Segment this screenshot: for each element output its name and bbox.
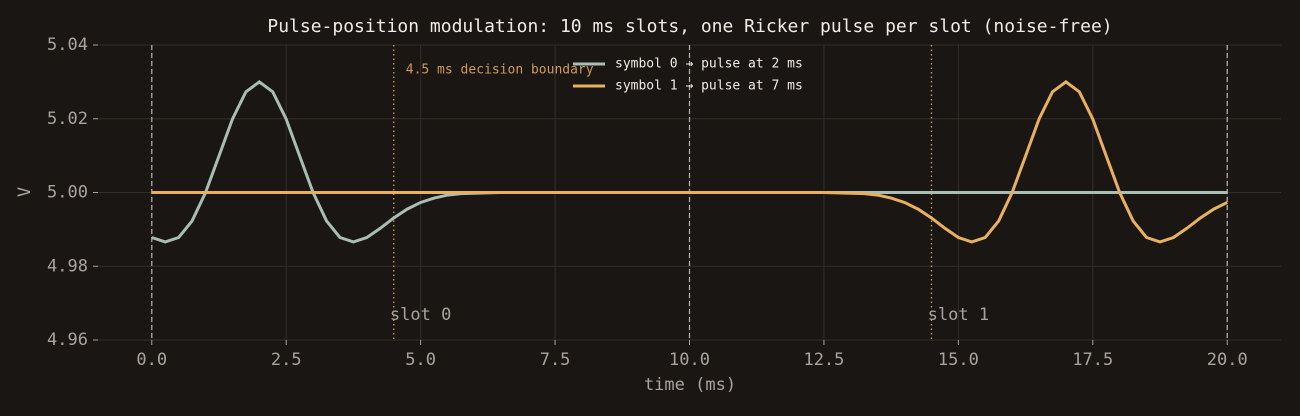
x-axis-label: time (ms) [644, 375, 736, 395]
x-tick-label: 5.0 [405, 350, 436, 370]
y-tick-label: 5.04 [47, 35, 88, 55]
x-tick-label: 0.0 [136, 350, 167, 370]
x-tick-label: 17.5 [1072, 350, 1113, 370]
slot-label: slot 1 [928, 305, 989, 325]
y-axis-label: V [15, 187, 35, 197]
x-tick-label: 20.0 [1207, 350, 1248, 370]
legend-label: symbol 0 → pulse at 2 ms [615, 57, 803, 72]
y-tick-label: 5.02 [47, 109, 88, 129]
y-tick-label: 4.96 [47, 330, 88, 350]
x-tick-label: 12.5 [803, 350, 844, 370]
x-tick-label: 15.0 [938, 350, 979, 370]
series-line [151, 80, 1228, 244]
chart-title: Pulse-position modulation: 10 ms slots, … [267, 16, 1112, 37]
y-tick-label: 5.00 [47, 183, 88, 203]
legend-label: symbol 1 → pulse at 7 ms [615, 79, 803, 94]
slot-label: slot 0 [390, 305, 451, 325]
y-tick-label: 4.98 [47, 256, 88, 276]
decision-label: 4.5 ms decision boundary [406, 63, 594, 78]
x-tick-label: 2.5 [271, 350, 302, 370]
x-tick-label: 7.5 [540, 350, 571, 370]
x-tick-label: 10.0 [669, 350, 710, 370]
